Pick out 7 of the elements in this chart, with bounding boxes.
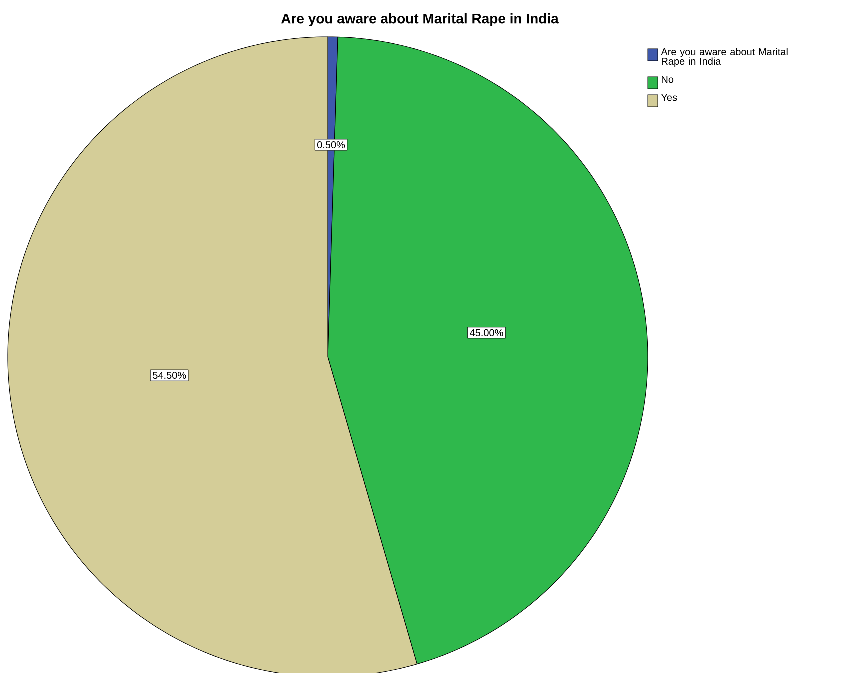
legend-label: Yes xyxy=(661,94,678,102)
legend-label: Are you aware about Marital Rape in India xyxy=(661,48,788,68)
data-label: 0.50% xyxy=(317,141,346,149)
chart-title: Are you aware about Marital Rape in India xyxy=(281,13,559,27)
data-label: 45.00% xyxy=(470,329,504,336)
legend-label: No xyxy=(662,76,674,84)
data-label: 54.50% xyxy=(153,372,186,380)
